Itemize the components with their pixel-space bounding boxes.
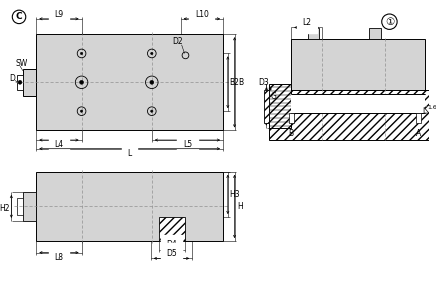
- Text: L10: L10: [195, 10, 209, 19]
- Circle shape: [80, 80, 83, 84]
- Circle shape: [150, 80, 154, 84]
- Polygon shape: [36, 34, 223, 130]
- Text: H3: H3: [229, 190, 239, 199]
- Text: G: G: [271, 92, 277, 101]
- Polygon shape: [269, 90, 429, 140]
- Text: H: H: [238, 202, 243, 211]
- Text: B2: B2: [229, 78, 238, 87]
- Polygon shape: [23, 192, 36, 221]
- Polygon shape: [369, 28, 381, 39]
- Text: D5: D5: [166, 249, 177, 258]
- Circle shape: [151, 52, 153, 55]
- Polygon shape: [269, 84, 291, 129]
- Polygon shape: [424, 107, 429, 113]
- Text: L2: L2: [302, 18, 311, 27]
- Polygon shape: [264, 90, 269, 123]
- Text: ①: ①: [385, 17, 394, 27]
- Polygon shape: [289, 113, 294, 123]
- Text: 1.6: 1.6: [427, 105, 436, 110]
- Polygon shape: [23, 69, 36, 96]
- Polygon shape: [291, 39, 425, 90]
- Polygon shape: [291, 94, 425, 113]
- Text: D: D: [9, 74, 15, 83]
- Polygon shape: [36, 172, 223, 241]
- Text: A: A: [416, 129, 421, 138]
- Circle shape: [151, 110, 153, 112]
- Polygon shape: [308, 28, 319, 39]
- Text: SW: SW: [15, 59, 27, 68]
- Text: L9: L9: [54, 10, 64, 19]
- Polygon shape: [159, 217, 184, 241]
- Text: L4: L4: [54, 140, 64, 149]
- Polygon shape: [17, 75, 23, 90]
- Text: D2: D2: [173, 38, 183, 47]
- Text: C: C: [16, 12, 22, 21]
- Circle shape: [18, 80, 22, 84]
- Text: L: L: [128, 149, 132, 158]
- Polygon shape: [17, 198, 23, 215]
- Text: H2: H2: [0, 204, 10, 213]
- Text: D3: D3: [259, 78, 269, 87]
- Text: L8: L8: [54, 253, 64, 262]
- Text: D4: D4: [166, 241, 177, 249]
- Circle shape: [80, 110, 83, 112]
- Circle shape: [80, 52, 83, 55]
- Text: B: B: [289, 129, 294, 138]
- Polygon shape: [416, 113, 421, 123]
- Text: B: B: [238, 78, 244, 87]
- Text: L5: L5: [183, 140, 192, 149]
